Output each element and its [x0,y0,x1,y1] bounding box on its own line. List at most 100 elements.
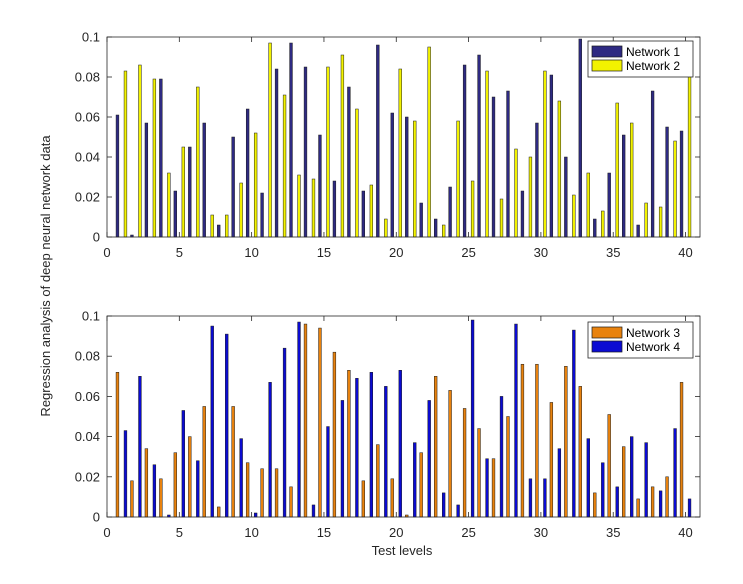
bar-network-4-12 [282,347,287,518]
bar-network-2-22 [427,46,431,238]
bar-network-4-32 [572,329,576,518]
bar-network-3-30 [535,363,539,518]
bar-network-1-15 [318,134,322,238]
bar-network-3-26 [477,428,481,518]
bar-network-1-12 [274,68,279,238]
bar-network-2-20 [398,68,402,238]
bar-network-1-13 [289,42,293,238]
x-axis-label: Test levels [372,543,433,558]
bar-network-4-7 [210,325,214,518]
bar-network-4-11 [268,382,272,518]
bar-network-3-6 [188,436,192,518]
bar-network-2-35 [615,102,619,238]
bar-network-1-22 [419,202,423,238]
bar-network-3-15 [318,327,322,518]
bar-network-4-25 [470,319,475,518]
bar-network-4-17 [355,378,359,518]
bar-network-2-23 [442,224,446,238]
bar-network-4-31 [557,448,562,518]
bar-network-3-13 [289,486,293,518]
bar-network-2-32 [572,194,576,238]
x-tick-label: 35 [606,245,620,260]
bar-network-3-40 [679,382,684,518]
x-tick-label: 20 [389,245,403,260]
axes-frame [106,315,701,518]
bar-network-3-3 [144,448,149,518]
x-tick-label: 35 [606,525,620,540]
bar-network-1-37 [636,224,640,238]
bar-network-4-22 [427,400,431,518]
bar-network-4-21 [413,442,417,518]
y-tick-label: 0.04 [75,150,100,165]
bar-network-3-23 [434,376,438,518]
bar-network-2-29 [528,156,533,238]
bar-network-1-36 [622,134,626,238]
bar-network-4-39 [673,428,677,518]
y-tick-label: 0 [93,230,100,245]
bar-network-3-37 [636,498,640,518]
bar-network-3-5 [173,452,177,518]
bar-network-1-31 [549,74,554,238]
bar-network-1-18 [361,190,365,238]
bar-network-2-2 [138,64,142,238]
bar-network-1-17 [347,86,351,238]
x-tick-label: 20 [389,525,403,540]
x-tick-label: 40 [678,245,692,260]
bar-network-4-26 [485,458,489,518]
y-tick-label: 0.02 [75,469,100,484]
bar-network-1-19 [376,44,380,238]
bar-network-1-39 [665,126,669,238]
bar-network-4-35 [615,486,619,518]
bar-network-3-14 [303,323,308,518]
legend-swatch-1 [591,45,623,58]
legend-label-2: Network 4 [626,340,680,354]
bar-network-1-32 [564,156,568,238]
bar-network-2-25 [470,180,475,238]
bar-network-3-28 [506,416,510,518]
top-subplot: 0 5 10 15 20 25 30 35 40 0 0.02 0.04 0.06 0.08 0.1 Netw… [75,30,701,260]
y-tick-label: 0.06 [75,389,100,404]
y-tick-label: 0.04 [75,429,100,444]
bar-network-2-33 [586,172,590,238]
bar-network-4-5 [181,410,185,518]
x-tick-label: 0 [103,245,110,260]
bar-network-1-1 [115,114,120,238]
bar-network-2-11 [268,42,272,238]
bar-network-2-10 [253,132,258,238]
y-tick-label: 0.1 [82,309,100,324]
bar-network-3-25 [462,408,467,518]
bar-network-4-10 [253,512,258,518]
y-axis-label: Regression analysis of deep neural netwo… [38,135,53,417]
y-tick-label: 0.08 [75,349,100,364]
bar-network-3-20 [390,478,394,518]
bar-network-1-6 [188,146,192,238]
bar-network-1-33 [578,38,582,238]
bar-network-1-26 [477,54,481,238]
bar-network-3-27 [491,458,496,518]
bar-network-1-5 [173,190,177,238]
bar-network-4-18 [369,372,373,518]
bar-network-1-29 [520,190,525,238]
x-tick-label: 10 [244,525,258,540]
bar-network-3-9 [231,406,235,518]
bar-network-3-22 [419,452,423,518]
bar-network-4-23 [442,492,446,518]
bar-network-2-15 [326,66,330,238]
bar-network-4-3 [152,464,157,518]
bar-network-2-28 [514,148,518,238]
bar-network-2-17 [355,108,359,238]
legend-swatch-2 [591,340,623,353]
bar-network-1-8 [217,224,221,238]
bar-network-1-4 [159,78,163,238]
bar-network-4-16 [340,400,345,518]
bar-network-1-38 [650,90,655,238]
bar-network-1-34 [593,218,597,238]
bar-network-3-38 [650,486,655,518]
y-tick-label: 0.1 [82,30,100,45]
y-tick-label: 0.06 [75,110,100,125]
y-tick-label: 0 [93,510,100,525]
bar-network-2-38 [658,206,663,238]
bar-network-4-15 [326,426,330,518]
x-tick-label: 25 [461,525,475,540]
